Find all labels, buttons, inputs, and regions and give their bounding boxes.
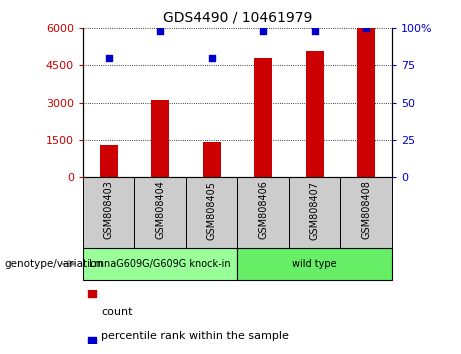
Bar: [237, 248, 392, 280]
Bar: [203, 142, 221, 177]
Bar: [83, 248, 237, 280]
Bar: [340, 177, 392, 248]
Text: count: count: [101, 307, 133, 316]
Point: [311, 28, 318, 34]
Point: [260, 28, 267, 34]
Bar: [151, 100, 169, 177]
Bar: [254, 58, 272, 177]
Point: [89, 290, 96, 296]
Bar: [237, 177, 289, 248]
Text: GSM808403: GSM808403: [104, 181, 114, 239]
Point: [89, 338, 96, 344]
Bar: [135, 177, 186, 248]
Point: [208, 55, 215, 61]
Text: genotype/variation: genotype/variation: [5, 259, 104, 269]
Point: [105, 55, 112, 61]
Bar: [289, 177, 340, 248]
Bar: [186, 177, 237, 248]
Text: LmnaG609G/G609G knock-in: LmnaG609G/G609G knock-in: [89, 259, 231, 269]
Point: [156, 28, 164, 34]
Text: GSM808408: GSM808408: [361, 181, 371, 239]
Text: wild type: wild type: [292, 259, 337, 269]
Text: GSM808405: GSM808405: [207, 181, 217, 240]
Text: percentile rank within the sample: percentile rank within the sample: [101, 331, 290, 341]
Title: GDS4490 / 10461979: GDS4490 / 10461979: [163, 10, 312, 24]
Text: GSM808406: GSM808406: [258, 181, 268, 239]
Bar: [306, 51, 324, 177]
Bar: [100, 145, 118, 177]
Text: GSM808404: GSM808404: [155, 181, 165, 239]
Point: [362, 25, 370, 31]
Bar: [357, 28, 375, 177]
Text: GSM808407: GSM808407: [310, 181, 319, 240]
Bar: [83, 177, 135, 248]
